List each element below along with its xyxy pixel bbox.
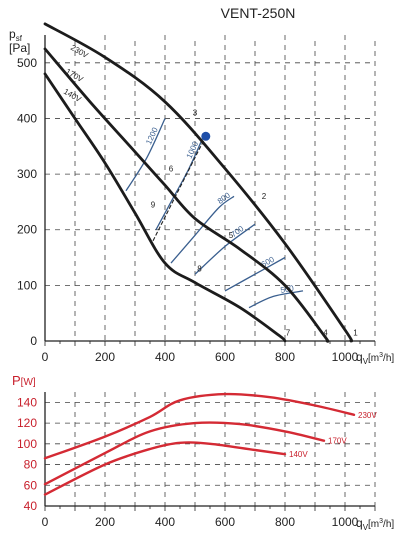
rpm-line (125, 118, 166, 192)
power-axis-label: P[W] (12, 373, 36, 388)
y-tick-label: 120 (17, 416, 37, 430)
power-curve-170v (43, 421, 326, 486)
point-label: 7 (286, 328, 291, 337)
rpm-label: 800 (216, 190, 233, 206)
point-label: 9 (151, 200, 156, 209)
power-chart: P[W] qV[m3/h] 0 200 400 600 800 1000 40 60 80 100… (12, 373, 394, 532)
pressure-curve-140v (43, 72, 287, 343)
rpm-line (224, 256, 286, 292)
y-tick-label: 100 (17, 437, 37, 451)
point-label: 8 (197, 264, 202, 273)
y-tick-label: 40 (24, 499, 38, 513)
system-line (152, 136, 207, 242)
pressure-curve-230v (43, 22, 354, 343)
y-tick-label: 60 (24, 478, 38, 492)
rpm-line (170, 195, 235, 264)
operating-point (201, 131, 211, 141)
power-curve-140v (43, 441, 287, 496)
point-label: 4 (323, 328, 328, 337)
airflow-axis-label-top: qV[m3/h] (356, 350, 394, 366)
y-tick-label: 100 (17, 278, 37, 292)
point-label: 3 (193, 109, 198, 118)
y-tick-label: 400 (17, 111, 37, 125)
pressure-axis-label: psf (9, 27, 23, 43)
x-tick-label: 400 (155, 350, 175, 364)
rpm-line (194, 223, 256, 275)
y-tick-label: 200 (17, 223, 37, 237)
x-tick-label: 400 (155, 515, 175, 529)
y-tick-label: 0 (30, 334, 37, 348)
x-tick-label: 600 (215, 515, 235, 529)
x-tick-label: 1000 (332, 350, 359, 364)
x-tick-label: 800 (275, 350, 295, 364)
x-tick-label: 0 (42, 350, 49, 364)
y-tick-label: 140 (17, 395, 37, 409)
airflow-axis-label-bottom: qV[m3/h] (356, 516, 394, 532)
x-tick-label: 800 (275, 515, 295, 529)
x-tick-label: 1000 (332, 515, 359, 529)
series-label: 140V (289, 450, 308, 459)
rpm-line (155, 134, 205, 231)
point-label: 6 (169, 164, 174, 173)
chart-title: VENT-250N (221, 5, 296, 21)
x-tick-label: 200 (95, 350, 115, 364)
x-tick-label: 200 (95, 515, 115, 529)
pressure-axis-unit: [Pa] (9, 41, 30, 55)
y-tick-label: 500 (17, 56, 37, 70)
point-label: 1 (353, 328, 358, 337)
pressure-chart: psf [Pa] qV[m3/h] 0 200 400 600 800 1000 0 100 2… (9, 22, 394, 366)
pressure-curve-170v (43, 47, 330, 343)
power-curve-230v (43, 392, 356, 460)
x-tick-label: 0 (42, 515, 49, 529)
y-tick-label: 300 (17, 167, 37, 181)
point-label: 2 (262, 192, 267, 201)
x-tick-label: 600 (215, 350, 235, 364)
series-label: 170V (328, 437, 347, 446)
point-label: 5 (229, 231, 234, 240)
rpm-line (248, 290, 304, 309)
y-tick-label: 80 (24, 458, 38, 472)
series-label: 230V (358, 411, 377, 420)
